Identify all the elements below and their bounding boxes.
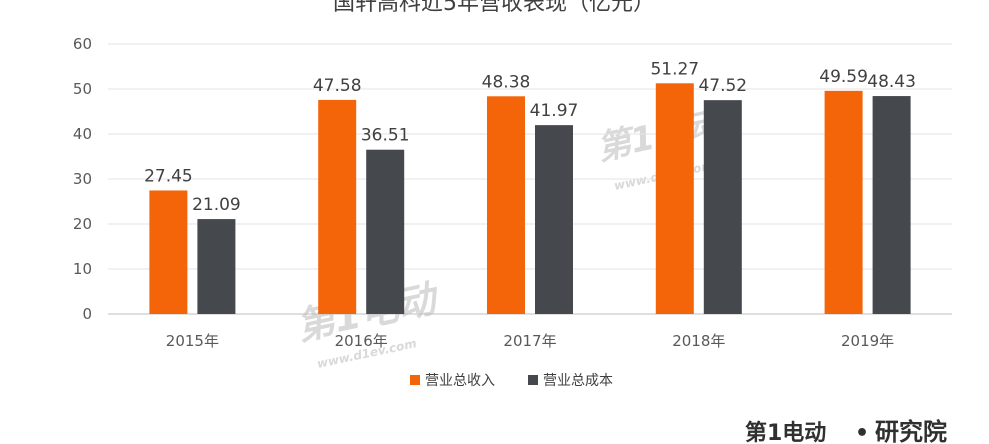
bar-cost — [872, 96, 911, 314]
data-label: 27.45 — [144, 166, 193, 186]
x-tick-label: 2017年 — [503, 332, 556, 350]
footer-logo-brand: 第1电动 — [745, 420, 826, 444]
y-tick-label: 20 — [73, 215, 92, 233]
legend-swatch — [410, 375, 420, 385]
legend-swatch — [528, 375, 538, 385]
bar-cost — [197, 219, 236, 314]
x-tick-label: 2016年 — [335, 332, 388, 350]
data-label: 21.09 — [192, 195, 241, 215]
footer-logo-suffix: 研究院 — [875, 418, 947, 444]
bar-revenue — [824, 90, 863, 314]
footer-logo-separator: • — [855, 421, 869, 444]
bar-revenue — [487, 96, 525, 314]
data-label: 51.27 — [650, 59, 699, 79]
x-tick-label: 2015年 — [166, 332, 219, 350]
y-tick-label: 10 — [73, 260, 92, 278]
x-tick-label: 2018年 — [672, 332, 725, 350]
legend-label: 营业总成本 — [543, 373, 613, 389]
y-tick-label: 50 — [73, 80, 92, 98]
bar-cost — [535, 125, 573, 314]
bar-revenue — [655, 83, 694, 314]
data-label: 48.38 — [482, 72, 531, 92]
bar-cost — [703, 100, 742, 314]
data-label: 47.58 — [313, 76, 362, 96]
y-tick-label: 0 — [82, 305, 92, 323]
y-tick-label: 30 — [73, 170, 92, 188]
bar-cost — [366, 149, 405, 314]
y-tick-label: 40 — [73, 125, 92, 143]
bar-revenue — [149, 190, 188, 314]
data-label: 47.52 — [698, 76, 747, 96]
y-tick-label: 60 — [73, 35, 92, 53]
legend: 营业总收入 营业总成本 — [410, 373, 613, 389]
legend-label: 营业总收入 — [425, 373, 495, 389]
bar-revenue — [318, 99, 357, 314]
footer-logo: 第1电动 • 研究院 — [745, 418, 947, 444]
data-label: 48.43 — [867, 72, 916, 92]
data-label: 41.97 — [530, 101, 579, 121]
data-label: 49.59 — [819, 67, 868, 87]
data-label: 36.51 — [361, 126, 410, 146]
x-tick-label: 2019年 — [841, 332, 894, 350]
chart-title: 国轩高科近5年营收表现（亿元） — [333, 0, 655, 16]
